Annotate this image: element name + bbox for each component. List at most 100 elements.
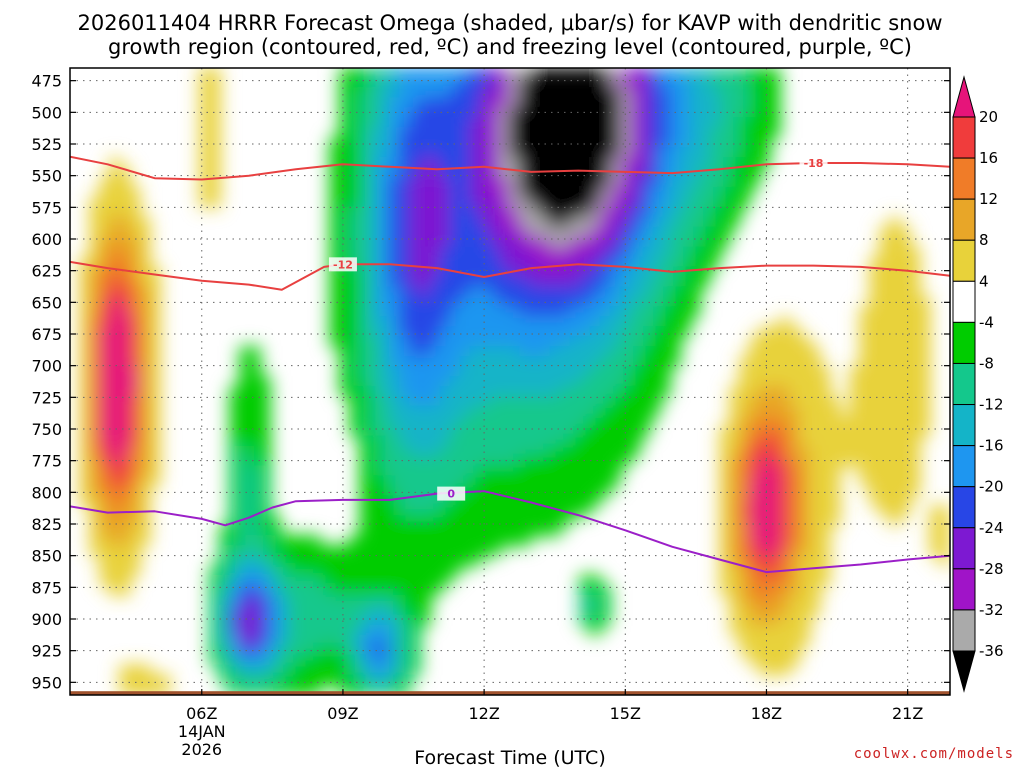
omega-cell (379, 117, 391, 129)
omega-cell (879, 246, 891, 258)
contour-label-bg (437, 486, 466, 501)
omega-cell (499, 166, 511, 179)
omega-cell (689, 246, 701, 258)
omega-cell (879, 365, 891, 378)
omega-cell (899, 505, 911, 517)
omega-cell (879, 266, 891, 278)
y-tick-label: 475 (31, 72, 62, 91)
omega-cell (399, 425, 411, 437)
omega-cell (779, 316, 791, 328)
omega-cell (629, 137, 641, 149)
omega-cell (99, 186, 111, 198)
omega-cell (79, 405, 91, 417)
omega-cell (579, 594, 591, 607)
omega-cell (879, 485, 891, 497)
omega-cell (699, 156, 711, 169)
omega-cell (399, 137, 411, 149)
omega-cell (649, 326, 661, 338)
omega-cell (429, 405, 441, 417)
omega-cell (789, 356, 801, 368)
omega-cell (579, 395, 591, 407)
omega-cell (759, 356, 771, 368)
omega-cell (519, 196, 531, 208)
omega-cell (599, 614, 611, 626)
omega-cell (129, 326, 141, 338)
omega-cell (889, 465, 901, 477)
omega-cell (439, 286, 451, 298)
omega-cell (259, 634, 271, 646)
omega-cell (119, 545, 131, 557)
omega-cell (699, 87, 711, 99)
omega-cell (129, 356, 141, 368)
omega-cell (789, 604, 801, 616)
omega-cell (109, 316, 121, 328)
omega-cell (689, 117, 701, 129)
omega-cell (759, 475, 771, 487)
omega-cell (299, 555, 311, 567)
omega-cell (529, 346, 541, 358)
omega-cell (579, 455, 591, 467)
omega-cell (229, 545, 241, 557)
omega-cell (849, 385, 861, 398)
omega-cell (849, 375, 861, 388)
omega-cell (389, 356, 401, 368)
omega-cell (739, 356, 751, 368)
omega-cell (79, 346, 91, 358)
omega-cell (599, 276, 611, 288)
omega-cell (639, 196, 651, 208)
omega-cell (209, 68, 221, 79)
omega-cell (439, 316, 451, 328)
omega-cell (879, 326, 891, 338)
omega-cell (489, 196, 501, 208)
omega-cell (589, 604, 601, 616)
omega-cell (639, 296, 651, 308)
omega-cell (419, 196, 431, 208)
omega-cell (279, 684, 291, 695)
omega-cell (579, 286, 591, 298)
omega-cell (379, 256, 391, 268)
omega-cell (479, 356, 491, 368)
omega-cell (449, 156, 461, 169)
omega-cell (479, 266, 491, 278)
omega-cell (109, 256, 121, 268)
omega-cell (759, 525, 771, 537)
omega-cell (769, 495, 781, 507)
omega-cell (679, 176, 691, 189)
omega-cell (719, 465, 731, 477)
omega-cell (239, 356, 251, 368)
omega-cell (339, 137, 351, 149)
omega-cell (599, 455, 611, 467)
omega-cell (679, 147, 691, 159)
omega-cell (599, 107, 611, 119)
omega-cell (159, 684, 171, 695)
omega-cell (379, 226, 391, 238)
omega-cell (479, 495, 491, 507)
omega-cell (769, 395, 781, 407)
omega-cell (799, 356, 811, 368)
omega-cell (549, 166, 561, 179)
omega-cell (489, 316, 501, 328)
omega-cell (459, 365, 471, 378)
omega-cell (199, 186, 211, 198)
omega-cell (819, 415, 831, 427)
omega-cell (219, 654, 231, 666)
omega-cell (679, 137, 691, 149)
omega-cell (569, 216, 581, 228)
credit-text[interactable]: coolwx.com/models (854, 746, 1014, 762)
omega-cell (349, 684, 361, 695)
omega-cell (379, 186, 391, 198)
omega-cell (469, 236, 481, 248)
omega-cell (369, 604, 381, 616)
omega-cell (359, 176, 371, 189)
omega-cell (129, 525, 141, 537)
omega-cell (749, 624, 761, 636)
omega-cell (749, 77, 761, 89)
omega-cell (869, 316, 881, 328)
omega-cell (339, 276, 351, 288)
omega-cell (359, 425, 371, 437)
omega-cell (239, 614, 251, 626)
omega-cell (459, 87, 471, 99)
omega-cell (639, 246, 651, 258)
omega-cell (459, 127, 471, 139)
